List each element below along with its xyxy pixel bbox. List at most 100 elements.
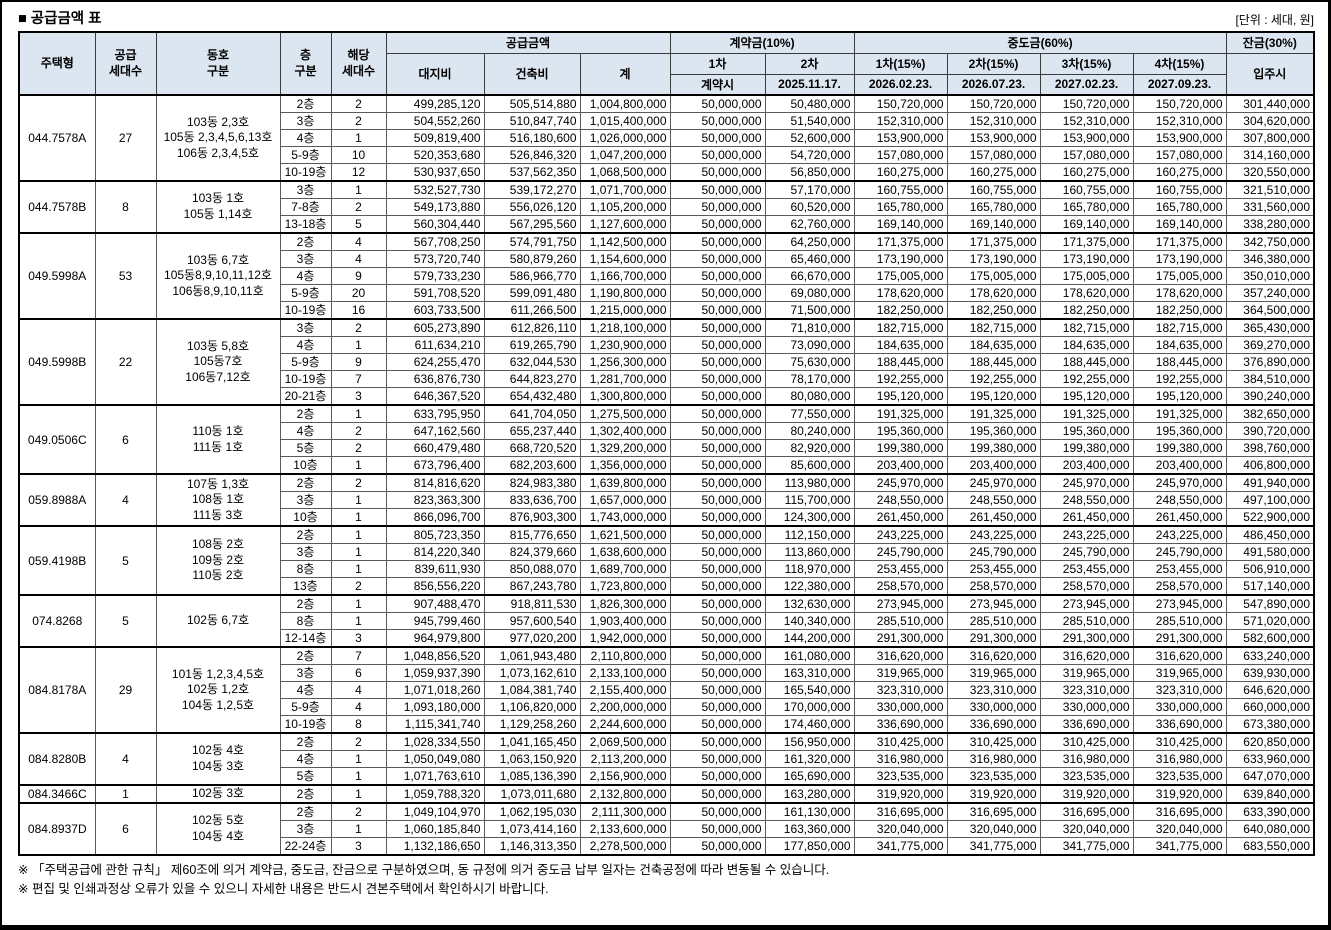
cell-land-cost: 624,255,470 bbox=[385, 353, 485, 371]
cell-supply-total: 1,105,200,000 bbox=[579, 198, 671, 216]
cell-interim-1: 165,780,000 bbox=[853, 198, 948, 216]
cell-supply-count: 53 bbox=[94, 232, 157, 320]
cell-construction-cost: 537,562,350 bbox=[483, 163, 581, 182]
cell-down-payment-1: 50,000,000 bbox=[669, 646, 766, 665]
cell-interim-1: 199,380,000 bbox=[853, 439, 948, 457]
cell-interim-1: 323,535,000 bbox=[853, 767, 948, 786]
cell-construction-cost: 1,146,313,350 bbox=[483, 837, 581, 856]
header-down2-date: 2025.11.17. bbox=[764, 73, 855, 96]
cell-down-payment-1: 50,000,000 bbox=[669, 250, 766, 268]
cell-unit-count: 7 bbox=[330, 370, 387, 388]
cell-interim-1: 245,790,000 bbox=[853, 543, 948, 561]
cell-supply-total: 1,004,800,000 bbox=[579, 94, 671, 113]
cell-floor: 2층 bbox=[279, 404, 332, 423]
table-row: 10-19층 7 636,876,730 644,823,270 1,281,700,0… bbox=[19, 370, 1315, 388]
cell-interim-4: 153,900,000 bbox=[1132, 129, 1227, 147]
cell-interim-3: 341,775,000 bbox=[1039, 837, 1134, 856]
cell-unit-count: 16 bbox=[330, 301, 387, 320]
cell-housing-type: 059.4198B bbox=[18, 525, 96, 596]
header-supply-amount: 공급금액 bbox=[385, 31, 671, 54]
cell-building-units: 103동 1호 105동 1,14호 bbox=[155, 180, 281, 234]
cell-balance: 491,580,000 bbox=[1225, 543, 1315, 561]
cell-unit-count: 1 bbox=[330, 180, 387, 199]
header-land-cost: 대지비 bbox=[385, 52, 485, 96]
table-header: 주택형 공급 세대수 동호 구분 층 구분 해당 세대수 공급금액 계약금(10… bbox=[18, 31, 1315, 96]
header-interim1: 1차(15%) bbox=[853, 52, 948, 75]
cell-land-cost: 907,488,470 bbox=[385, 594, 485, 613]
cell-balance: 633,390,000 bbox=[1225, 802, 1315, 821]
cell-land-cost: 660,479,480 bbox=[385, 439, 485, 457]
cell-unit-count: 7 bbox=[330, 646, 387, 665]
cell-floor: 2층 bbox=[279, 802, 332, 821]
cell-down-payment-1: 50,000,000 bbox=[669, 163, 766, 182]
table-row: 10층 1 673,796,400 682,203,600 1,356,000,000 5… bbox=[19, 456, 1315, 475]
cell-floor: 12-14층 bbox=[279, 629, 332, 648]
cell-down-payment-1: 50,000,000 bbox=[669, 820, 766, 838]
cell-construction-cost: 611,266,500 bbox=[483, 301, 581, 320]
cell-interim-3: 316,620,000 bbox=[1039, 646, 1134, 665]
cell-construction-cost: 632,044,530 bbox=[483, 353, 581, 371]
cell-interim-4: 248,550,000 bbox=[1132, 491, 1227, 509]
cell-unit-count: 2 bbox=[330, 473, 387, 492]
cell-down-payment-2: 122,380,000 bbox=[764, 577, 855, 596]
cell-floor: 13-18층 bbox=[279, 215, 332, 234]
cell-interim-3: 319,920,000 bbox=[1039, 784, 1134, 804]
cell-down-payment-2: 80,240,000 bbox=[764, 422, 855, 440]
cell-floor: 2층 bbox=[279, 473, 332, 492]
cell-land-cost: 636,876,730 bbox=[385, 370, 485, 388]
cell-unit-count: 9 bbox=[330, 267, 387, 285]
cell-interim-2: 330,000,000 bbox=[946, 698, 1041, 716]
table-row: 084.8937D 6 102동 5호 104동 4호 2층 2 1,049,104,97… bbox=[18, 802, 1315, 856]
cell-floor: 5-9층 bbox=[279, 284, 332, 302]
cell-supply-total: 2,156,900,000 bbox=[579, 767, 671, 786]
cell-floor: 2층 bbox=[279, 646, 332, 665]
cell-interim-2: 261,450,000 bbox=[946, 508, 1041, 527]
cell-floor: 3층 bbox=[279, 664, 332, 682]
table-row: 3층 1 823,363,300 833,636,700 1,657,000,000 50… bbox=[19, 491, 1315, 509]
cell-unit-count: 2 bbox=[330, 422, 387, 440]
cell-land-cost: 839,611,930 bbox=[385, 560, 485, 578]
cell-balance: 346,380,000 bbox=[1225, 250, 1315, 268]
cell-housing-type: 084.8280B bbox=[18, 732, 96, 786]
cell-interim-4: 182,250,000 bbox=[1132, 301, 1227, 320]
cell-unit-count: 6 bbox=[330, 664, 387, 682]
cell-unit-count: 1 bbox=[330, 336, 387, 354]
cell-interim-2: 243,225,000 bbox=[946, 525, 1041, 544]
cell-down-payment-1: 50,000,000 bbox=[669, 301, 766, 320]
cell-interim-4: 165,780,000 bbox=[1132, 198, 1227, 216]
cell-supply-total: 2,069,500,000 bbox=[579, 732, 671, 751]
cell-interim-4: 285,510,000 bbox=[1132, 612, 1227, 630]
cell-down-payment-2: 165,540,000 bbox=[764, 681, 855, 699]
cell-supply-total: 1,154,600,000 bbox=[579, 250, 671, 268]
header-balance-date: 입주시 bbox=[1225, 52, 1315, 96]
cell-down-payment-1: 50,000,000 bbox=[669, 318, 766, 337]
table-row: 5-9층 4 1,093,180,000 1,106,820,000 2,200,000… bbox=[19, 698, 1315, 716]
table-row: 22-24층 3 1,132,186,650 1,146,313,350 2,278,5… bbox=[19, 837, 1315, 856]
cell-land-cost: 856,556,220 bbox=[385, 577, 485, 596]
cell-supply-count: 5 bbox=[94, 525, 157, 596]
cell-balance: 571,020,000 bbox=[1225, 612, 1315, 630]
footnote-1: ※ 「주택공급에 관한 규칙」 제60조에 의거 계약금, 중도금, 잔금으로 … bbox=[18, 863, 830, 877]
footnotes: ※ 「주택공급에 관한 규칙」 제60조에 의거 계약금, 중도금, 잔금으로 … bbox=[18, 861, 1314, 899]
cell-construction-cost: 641,704,050 bbox=[483, 404, 581, 423]
cell-building-units: 102동 5호 104동 4호 bbox=[155, 802, 281, 856]
cell-interim-1: 178,620,000 bbox=[853, 284, 948, 302]
cell-interim-1: 253,455,000 bbox=[853, 560, 948, 578]
cell-construction-cost: 1,106,820,000 bbox=[483, 698, 581, 716]
cell-interim-3: 273,945,000 bbox=[1039, 594, 1134, 613]
cell-down-payment-2: 163,360,000 bbox=[764, 820, 855, 838]
cell-land-cost: 633,795,950 bbox=[385, 404, 485, 423]
table-row: 4층 2 647,162,560 655,237,440 1,302,400,000 50… bbox=[19, 422, 1315, 440]
header-construction-cost: 건축비 bbox=[483, 52, 581, 96]
cell-building-units: 102동 4호 104동 3호 bbox=[155, 732, 281, 786]
cell-balance: 683,550,000 bbox=[1225, 837, 1315, 856]
cell-down-payment-1: 50,000,000 bbox=[669, 422, 766, 440]
cell-down-payment-2: 144,200,000 bbox=[764, 629, 855, 648]
cell-interim-3: 330,000,000 bbox=[1039, 698, 1134, 716]
cell-floor: 3층 bbox=[279, 491, 332, 509]
cell-interim-3: 320,040,000 bbox=[1039, 820, 1134, 838]
cell-down-payment-2: 118,970,000 bbox=[764, 560, 855, 578]
cell-interim-2: 323,310,000 bbox=[946, 681, 1041, 699]
cell-floor: 2층 bbox=[279, 232, 332, 251]
cell-down-payment-1: 50,000,000 bbox=[669, 543, 766, 561]
